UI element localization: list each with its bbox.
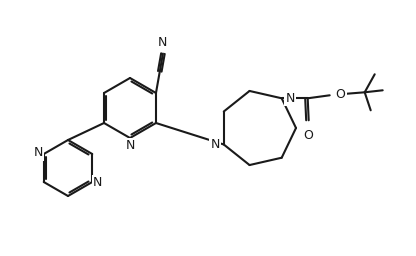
Text: N: N [125,139,135,152]
Text: N: N [210,138,220,151]
Text: N: N [158,36,168,49]
Text: N: N [33,146,43,159]
Text: O: O [303,129,313,142]
Text: O: O [336,88,346,101]
Text: N: N [286,92,295,105]
Text: N: N [93,176,103,189]
